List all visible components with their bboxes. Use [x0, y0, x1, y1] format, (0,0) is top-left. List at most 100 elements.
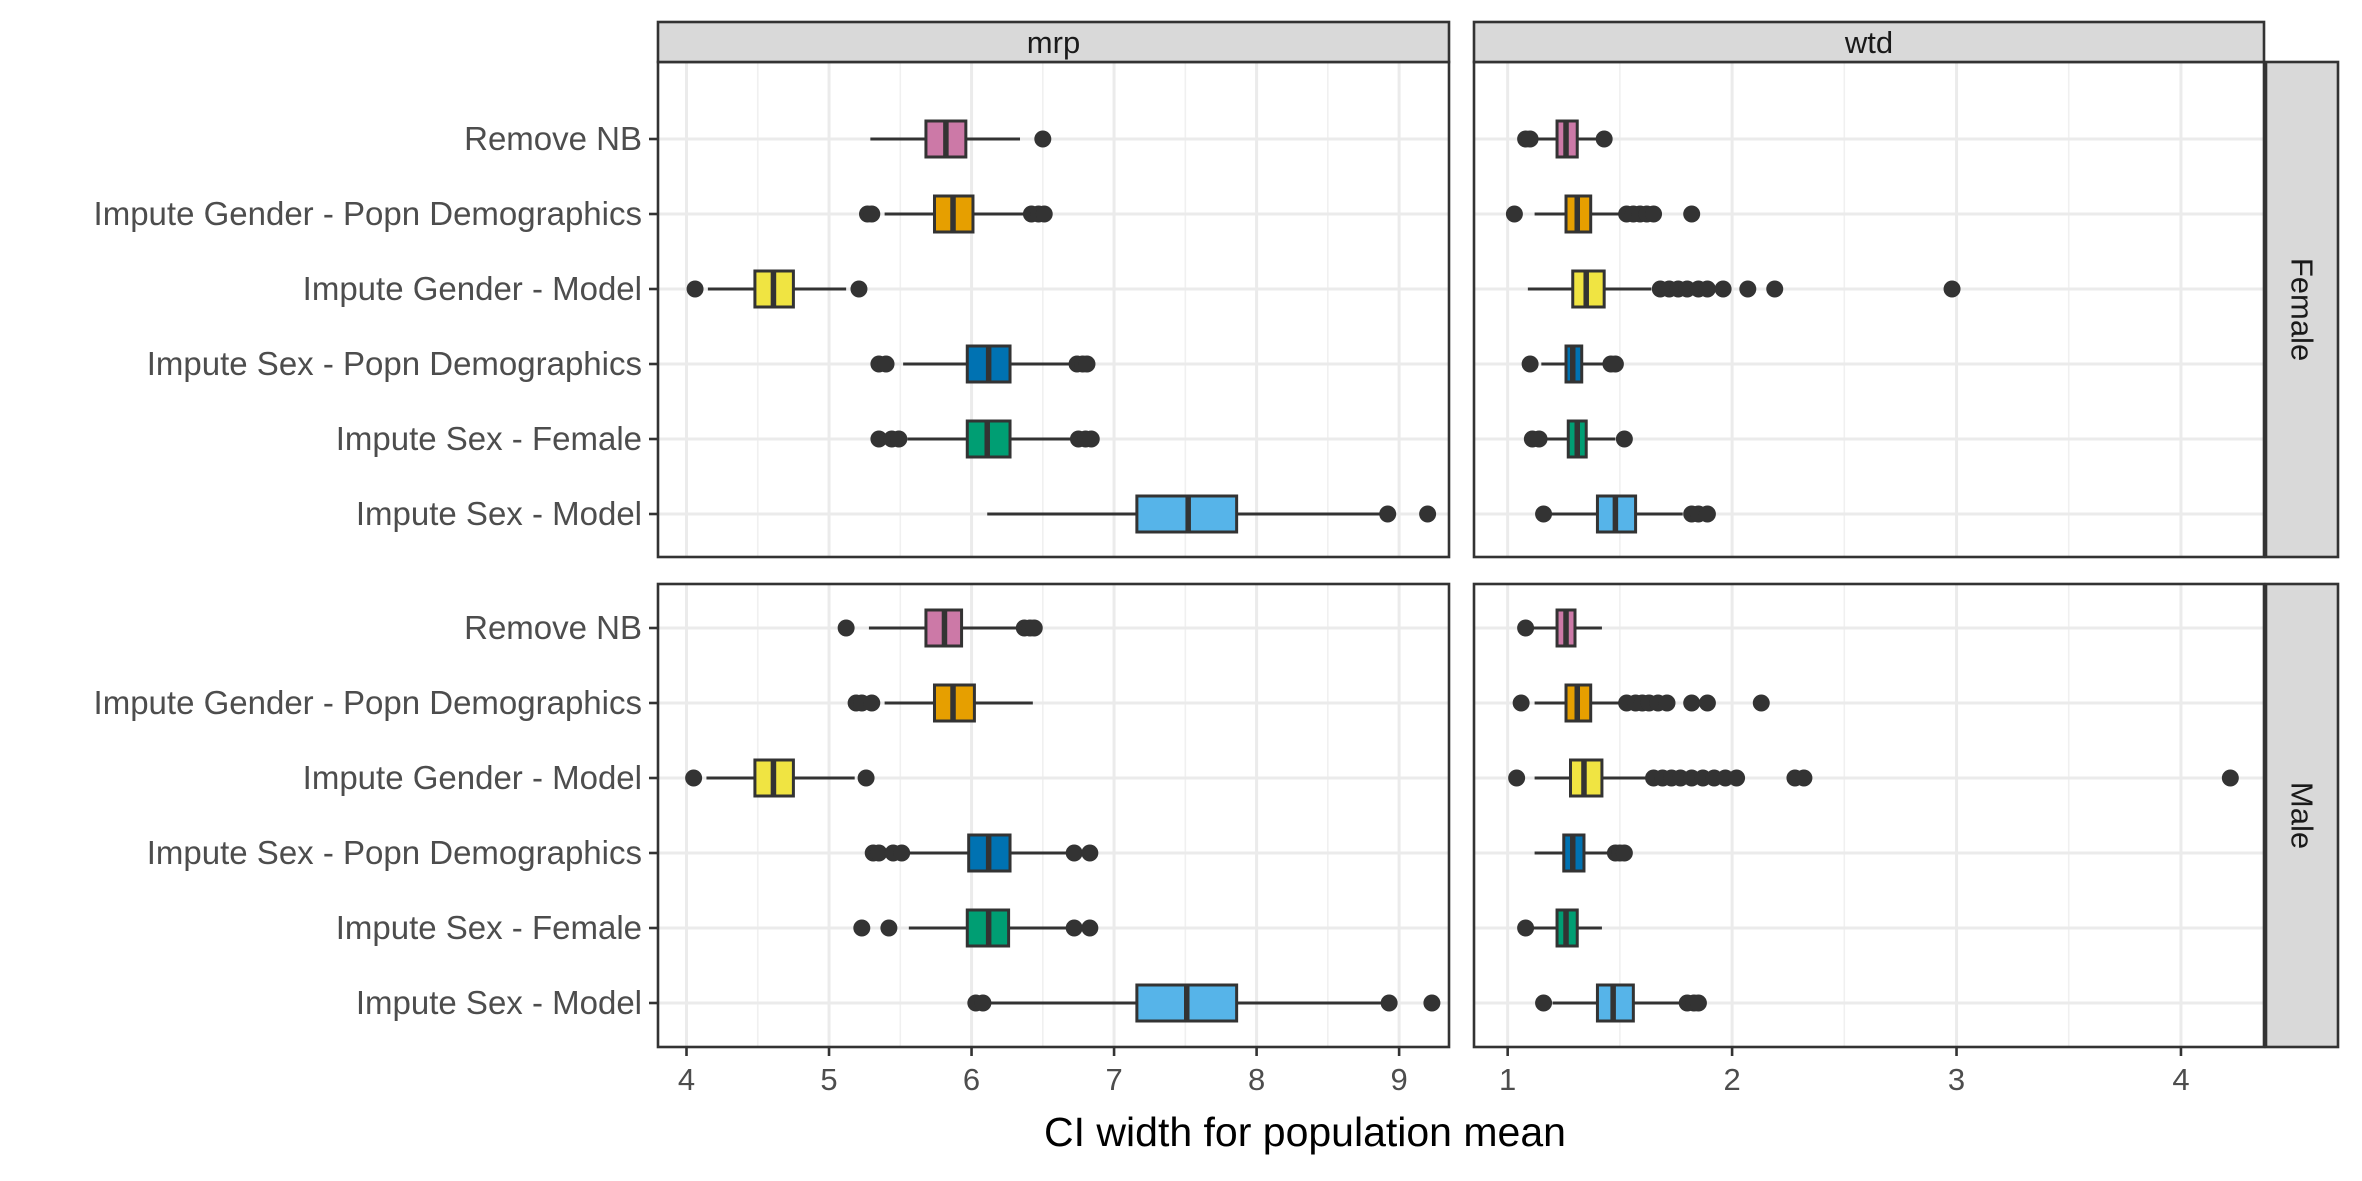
y-tick-label: Impute Gender - Model — [303, 270, 642, 307]
outlier-point — [1683, 694, 1701, 712]
x-tick-label: 8 — [1248, 1062, 1265, 1097]
panel-female-mrp — [686, 119, 1437, 534]
facet-strip-label: Female — [2285, 258, 2320, 361]
outlier-point — [1065, 844, 1083, 862]
outlier-point — [1521, 130, 1539, 148]
x-tick-label: 6 — [963, 1062, 980, 1097]
box-impute-gender-popn-demographics — [1505, 194, 1701, 234]
outlier-point — [1698, 505, 1716, 523]
outlier-point — [1658, 694, 1676, 712]
x-tick-label: 9 — [1390, 1062, 1407, 1097]
facet-strip-mrp — [656, 20, 1451, 64]
box-impute-sex-model — [987, 494, 1437, 534]
box-impute-sex-female — [870, 419, 1100, 459]
y-tick-label: Remove NB — [464, 120, 642, 157]
outlier-point — [1082, 430, 1100, 448]
y-tick-label: Impute Gender - Model — [303, 759, 642, 796]
box-impute-gender-popn-demographics — [847, 683, 1033, 723]
y-tick-label: Impute Sex - Model — [356, 984, 642, 1021]
outlier-point — [1508, 769, 1526, 787]
panel-border — [656, 582, 1451, 1049]
panel-border — [1472, 582, 2266, 1049]
box-impute-gender-model — [1527, 269, 1961, 309]
x-axis-title: CI width for population mean — [1044, 1109, 1566, 1155]
outlier-point — [1683, 205, 1701, 223]
box-impute-sex-female — [853, 908, 1099, 948]
box-impute-sex-popn-demographics — [870, 344, 1096, 384]
box-impute-gender-model — [686, 269, 868, 309]
outlier-point — [1943, 280, 1961, 298]
x-tick-label: 7 — [1105, 1062, 1122, 1097]
outlier-point — [1379, 505, 1397, 523]
outlier-point — [1035, 205, 1053, 223]
y-tick-label: Remove NB — [464, 609, 642, 646]
box-impute-sex-model — [967, 983, 1441, 1023]
box-impute-sex-model — [1535, 983, 1707, 1023]
outlier-point — [1512, 694, 1530, 712]
x-tick-label: 4 — [678, 1062, 695, 1097]
outlier-point — [850, 280, 868, 298]
outlier-point — [1766, 280, 1784, 298]
outlier-point — [1505, 205, 1523, 223]
outlier-point — [1739, 280, 1757, 298]
outlier-point — [1698, 280, 1716, 298]
outlier-point — [2221, 769, 2239, 787]
strips-layer: mrp wtd Female Male — [656, 20, 2340, 1049]
x-tick-label: 2 — [1723, 1062, 1740, 1097]
panel-male-mrp — [685, 608, 1441, 1023]
outlier-point — [1419, 505, 1437, 523]
box-impute-sex-model — [1535, 494, 1716, 534]
box-impute-sex-popn-demographics — [1534, 833, 1633, 873]
y-tick-label: Impute Sex - Popn Demographics — [147, 345, 642, 382]
outlier-point — [1517, 619, 1535, 637]
outlier-point — [1689, 994, 1707, 1012]
outlier-point — [1517, 919, 1535, 937]
box-impute-gender-popn-demographics — [859, 194, 1053, 234]
outlier-point — [863, 205, 881, 223]
outlier-point — [686, 280, 704, 298]
y-tick-label: Impute Gender - Popn Demographics — [94, 684, 642, 721]
outlier-point — [1423, 994, 1441, 1012]
facet-strip-label: mrp — [1027, 25, 1080, 60]
outlier-point — [880, 919, 898, 937]
y-tick-label: Impute Sex - Popn Demographics — [147, 834, 642, 871]
box-impute-gender-model — [1508, 758, 2239, 798]
outlier-point — [893, 844, 911, 862]
facet-strip-label: wtd — [1844, 25, 1893, 60]
x-tick-label: 1 — [1499, 1062, 1516, 1097]
y-tick-label: Impute Sex - Female — [336, 420, 642, 457]
outlier-point — [1595, 130, 1613, 148]
box-remove-nb — [870, 119, 1052, 159]
facet-strip-male — [2264, 582, 2340, 1049]
box-remove-nb — [837, 608, 1043, 648]
outlier-point — [857, 769, 875, 787]
outlier-point — [685, 769, 703, 787]
outlier-point — [837, 619, 855, 637]
outlier-point — [1535, 994, 1553, 1012]
box-impute-sex-popn-demographics — [864, 833, 1099, 873]
y-tick-label: Impute Sex - Model — [356, 495, 642, 532]
box-remove-nb — [1517, 119, 1613, 159]
box-impute-gender-model — [685, 758, 875, 798]
box-impute-gender-popn-demographics — [1512, 683, 1770, 723]
facet-strip-label: Male — [2285, 782, 2320, 849]
box-impute-sex-popn-demographics — [1521, 344, 1624, 384]
outlier-point — [1728, 769, 1746, 787]
outlier-point — [890, 430, 908, 448]
outlier-point — [1078, 355, 1096, 373]
outlier-point — [1065, 919, 1083, 937]
outlier-point — [863, 694, 881, 712]
outlier-point — [1615, 430, 1633, 448]
outlier-point — [1025, 619, 1043, 637]
outlier-point — [877, 355, 895, 373]
outlier-point — [1606, 355, 1624, 373]
boxes-layer — [685, 119, 2239, 1023]
outlier-point — [1380, 994, 1398, 1012]
axes-layer: Remove NB Impute Gender - Popn Demographi… — [94, 120, 2190, 1097]
y-tick-label: Impute Gender - Popn Demographics — [94, 195, 642, 232]
outlier-point — [974, 994, 992, 1012]
box-impute-sex-female — [1523, 419, 1633, 459]
x-tick-label: 4 — [2172, 1062, 2189, 1097]
x-tick-label: 3 — [1948, 1062, 1965, 1097]
